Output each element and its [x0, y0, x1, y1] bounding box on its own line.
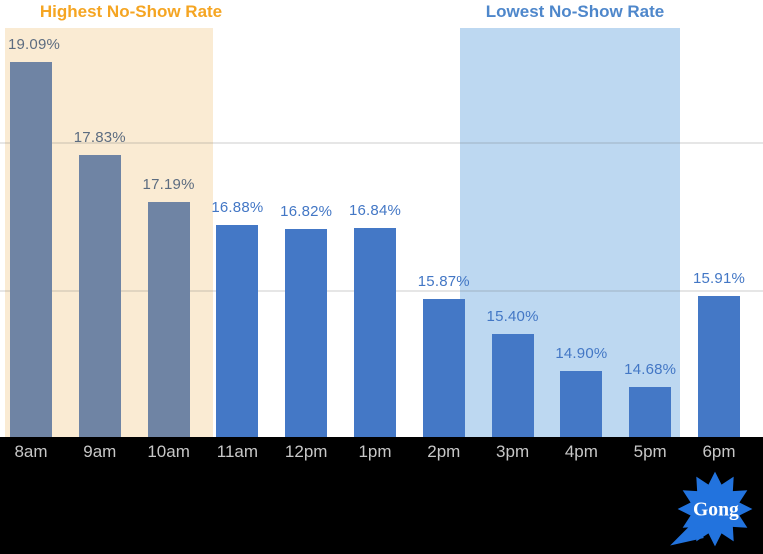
bar-3pm — [492, 334, 534, 437]
x-axis-label-11am: 11am — [216, 442, 259, 461]
x-axis-label-6pm: 6pm — [702, 442, 736, 461]
x-axis-label-1pm: 1pm — [358, 442, 392, 461]
gridline — [0, 142, 763, 144]
region-title-highest: Highest No-Show Rate — [39, 2, 223, 21]
x-axis-label-2pm: 2pm — [427, 442, 461, 461]
x-axis-label-4pm: 4pm — [564, 442, 598, 461]
bar-6pm — [698, 296, 740, 437]
bar-value-label-12pm: 16.82% — [280, 203, 333, 220]
bar-12pm — [285, 229, 327, 437]
region-title-lowest: Lowest No-Show Rate — [485, 2, 665, 21]
bar-value-label-2pm: 15.87% — [417, 273, 470, 290]
x-axis-label-5pm: 5pm — [633, 442, 667, 461]
x-axis-label-9am: 9am — [83, 442, 117, 461]
bar-value-label-1pm: 16.84% — [348, 202, 402, 219]
bar-value-label-10am: 17.19% — [142, 176, 195, 193]
bar-11am — [216, 225, 258, 437]
bar-value-label-9am: 17.83% — [73, 129, 126, 146]
bar-value-label-5pm: 14.68% — [624, 361, 677, 378]
bar-4pm — [560, 371, 602, 437]
x-axis-label-10am: 10am — [147, 442, 190, 461]
bar-10am — [148, 202, 190, 437]
bar-2pm — [423, 299, 465, 437]
gong-brand-text: Gong — [693, 500, 739, 521]
x-axis-band: 8am 9am 10am 11am 12pm 1pm 2pm 3pm 4pm 5pm 6pm — [0, 437, 763, 554]
bar-9am — [79, 155, 121, 437]
gong-logo[interactable]: Gong — [667, 466, 763, 552]
gong-burst-icon — [677, 471, 753, 547]
bar-value-label-8am: 19.09% — [7, 36, 61, 53]
bar-value-label-6pm: 15.91% — [692, 270, 746, 287]
x-axis-label-12pm: 12pm — [284, 442, 328, 461]
bar-5pm — [629, 387, 671, 437]
bar-value-label-4pm: 14.90% — [555, 345, 608, 362]
x-axis-label-3pm: 3pm — [496, 442, 530, 461]
x-axis-label-8am: 8am — [14, 442, 48, 461]
bar-value-label-3pm: 15.40% — [486, 308, 539, 325]
gong-burst-tail — [670, 521, 704, 546]
bar-value-label-11am: 16.88% — [211, 199, 264, 216]
bar-8am — [10, 62, 52, 437]
bar-1pm — [354, 228, 396, 437]
